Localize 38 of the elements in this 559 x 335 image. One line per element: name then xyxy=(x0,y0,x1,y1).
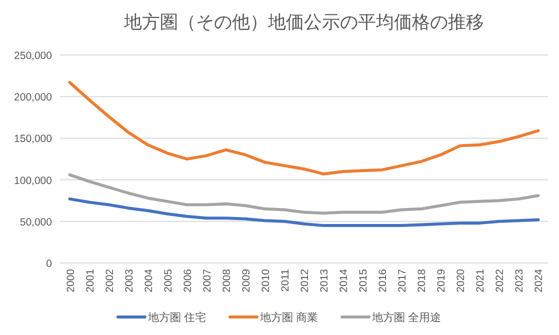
x-tick-label: 2019 xyxy=(436,268,448,292)
x-tick-label: 2006 xyxy=(182,268,194,292)
x-tick-label: 2002 xyxy=(104,268,116,292)
y-tick-label: 100,000 xyxy=(14,174,52,187)
x-tick-label: 2011 xyxy=(279,268,292,292)
y-tick-label: 50,000 xyxy=(20,216,52,228)
legend-label: 地方圏 住宅 xyxy=(146,311,206,324)
x-tick-label: 2015 xyxy=(358,268,370,292)
x-tick-label: 2013 xyxy=(318,268,331,292)
x-tick-label: 2017 xyxy=(396,268,409,292)
x-tick-label: 2008 xyxy=(220,268,233,292)
x-tick-label: 2005 xyxy=(162,268,174,292)
y-tick-label: 200,000 xyxy=(14,92,52,104)
x-tick-label: 2024 xyxy=(533,268,546,292)
legend-label: 地方圏 全用途 xyxy=(371,311,442,324)
x-tick-label: 2001 xyxy=(84,268,96,292)
x-tick-label: 2009 xyxy=(240,268,252,292)
line-series xyxy=(68,173,540,215)
x-tick-label: 2022 xyxy=(494,268,506,292)
line-series xyxy=(68,80,540,176)
y-tick-label: 150,000 xyxy=(14,133,52,146)
x-tick-label: 2010 xyxy=(260,268,272,292)
y-tick-label: 250,000 xyxy=(14,50,52,62)
x-tick-label: 2021 xyxy=(474,268,487,292)
x-tick-label: 2003 xyxy=(123,268,136,292)
x-tick-label: 2016 xyxy=(377,268,390,292)
x-tick-label: 2007 xyxy=(201,268,214,292)
chart-title: 地方圏（その他）地価公示の平均価格の推移 xyxy=(123,12,484,32)
legend-label: 地方圏 商業 xyxy=(258,311,318,324)
y-tick-label: 0 xyxy=(46,258,52,270)
x-tick-label: 2012 xyxy=(299,268,311,292)
line-series xyxy=(68,197,540,228)
x-tick-label: 2020 xyxy=(455,268,468,292)
x-tick-label: 2018 xyxy=(416,268,428,292)
x-tick-label: 2014 xyxy=(338,268,350,292)
x-tick-label: 2023 xyxy=(514,268,526,292)
x-tick-label: 2000 xyxy=(64,268,77,292)
x-tick-label: 2004 xyxy=(142,268,155,292)
